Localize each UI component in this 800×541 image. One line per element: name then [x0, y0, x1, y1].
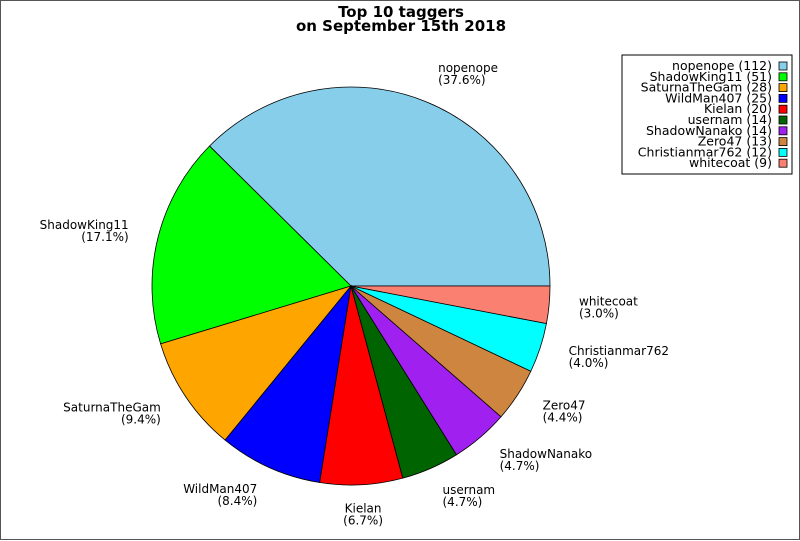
slice-label-name: Kielan	[345, 502, 382, 516]
slice-label-percent: (8.4%)	[217, 494, 257, 508]
slice-label-percent: (4.4%)	[543, 411, 583, 425]
slice-label-shadownanako: ShadowNanako (4.7%)	[500, 447, 593, 473]
slice-label-name: Zero47	[543, 399, 586, 413]
slice-label-wildman407: WildMan407 (8.4%)	[183, 482, 257, 508]
chart-title-line-1: Top 10 taggers	[338, 3, 464, 21]
slice-label-nopenope: nopenope (37.6%)	[438, 61, 498, 87]
legend-label-christianmar762: Christianmar762 (12)	[638, 144, 772, 159]
legend: nopenope (112)ShadowKing11 (51)SaturnaTh…	[621, 54, 793, 175]
legend-swatch-christianmar762	[778, 147, 788, 157]
slice-label-percent: (4.7%)	[500, 459, 540, 473]
legend-swatch-shadownanako	[778, 126, 788, 136]
slice-label-percent: (4.7%)	[443, 495, 483, 509]
pie-slice-wildman407	[224, 284, 352, 483]
slice-label-percent: (37.6%)	[438, 73, 485, 87]
slice-label-name: SaturnaTheGam	[63, 401, 161, 415]
pie-slice-saturnathegam	[160, 285, 353, 441]
legend-label-kielan: Kielan (20)	[704, 101, 772, 116]
chart-title-line-2: on September 15th 2018	[296, 17, 506, 35]
legend-label-shadownanako: ShadowNanako (14)	[646, 123, 772, 138]
slice-label-saturnathegam: SaturnaTheGam (9.4%)	[63, 401, 161, 427]
slice-label-name: nopenope	[438, 61, 498, 75]
legend-swatch-wildman407	[778, 94, 788, 103]
legend-label-zero47: Zero47 (13)	[698, 134, 772, 149]
legend-label-nopenope: nopenope (112)	[672, 58, 772, 73]
legend-label-whitecoat: whitecoat (9)	[689, 155, 772, 170]
legend-swatch-nopenope	[778, 61, 788, 71]
legend-label-usernam: usernam (14)	[688, 112, 772, 127]
slice-label-whitecoat: whitecoat (3.0%)	[579, 295, 638, 321]
legend-swatch-zero47	[778, 137, 788, 147]
legend-box	[621, 54, 793, 175]
slice-label-kielan: Kielan (6.7%)	[343, 502, 383, 528]
slice-label-zero47: Zero47 (4.4%)	[543, 399, 586, 425]
slice-label-name: WildMan407	[183, 482, 257, 496]
slice-label-name: whitecoat	[579, 295, 638, 309]
slice-label-usernam: usernam (4.7%)	[443, 483, 496, 509]
legend-swatch-whitecoat	[778, 158, 788, 168]
slice-label-name: usernam	[443, 483, 496, 497]
slice-label-name: ShadowNanako	[500, 447, 593, 461]
legend-label-saturnathegam: SaturnaTheGam (28)	[641, 80, 772, 95]
slice-label-percent: (4.0%)	[569, 356, 609, 370]
slice-label-percent: (9.4%)	[121, 413, 161, 427]
legend-swatch-kielan	[778, 104, 788, 114]
slice-label-percent: (3.0%)	[579, 307, 619, 321]
slice-label-percent: (6.7%)	[343, 514, 383, 528]
slice-labels: nopenope (37.6%) ShadowKing11 (17.1%) Saturn…	[40, 61, 669, 528]
legend-swatch-usernam	[778, 115, 788, 125]
pie-slice-shadowking11	[151, 145, 352, 345]
pie-slice-whitecoat	[350, 285, 551, 325]
slice-label-shadowking11: ShadowKing11 (17.1%)	[40, 218, 129, 244]
slice-label-percent: (17.1%)	[81, 230, 128, 244]
pie-slice-nopenope	[208, 86, 551, 287]
slice-label-name: Christianmar762	[569, 344, 669, 358]
legend-label-shadowking11: ShadowKing11 (51)	[650, 69, 772, 84]
legend-swatch-shadowking11	[778, 72, 788, 82]
slice-label-name: ShadowKing11	[40, 218, 129, 232]
legend-swatch-saturnathegam	[778, 83, 788, 92]
legend-label-wildman407: WildMan407 (25)	[665, 90, 772, 105]
slice-label-christianmar762: Christianmar762 (4.0%)	[569, 344, 669, 370]
pie-slices	[151, 86, 551, 486]
